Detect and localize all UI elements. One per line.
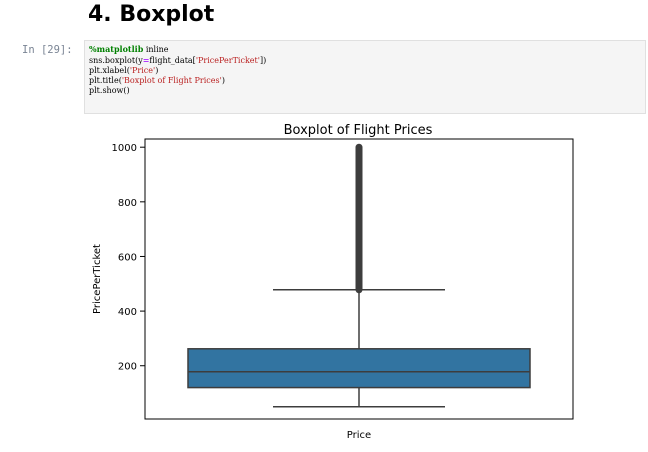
code-string: 'PricePerTicket' bbox=[195, 56, 260, 65]
code-line-5: plt.show() bbox=[89, 86, 641, 96]
y-axis-label: PricePerTicket bbox=[92, 244, 103, 314]
code-text: plt.show() bbox=[89, 86, 130, 95]
code-string: 'Price' bbox=[129, 66, 156, 75]
code-text: flight_data[ bbox=[149, 56, 196, 65]
box-group bbox=[187, 143, 531, 408]
code-text: plt.xlabel( bbox=[89, 66, 130, 75]
code-magic: %matplotlib bbox=[89, 44, 144, 54]
chart-title: Boxplot of Flight Prices bbox=[284, 123, 433, 138]
code-line-3: plt.xlabel('Price') bbox=[89, 66, 641, 76]
code-string: 'Boxplot of Flight Prices' bbox=[121, 76, 222, 85]
section-heading: 4. Boxplot bbox=[88, 2, 215, 27]
x-axis-label: Price bbox=[347, 430, 371, 441]
code-operator: = bbox=[142, 55, 150, 65]
code-text: ) bbox=[221, 76, 225, 85]
code-text: ]) bbox=[259, 56, 267, 65]
code-line-1: %matplotlib inline bbox=[89, 44, 641, 55]
code-text: sns.boxplot( bbox=[89, 56, 139, 65]
plot-frame bbox=[144, 138, 574, 420]
y-tick-label: 1000 bbox=[112, 143, 137, 154]
y-tick-label: 600 bbox=[118, 252, 137, 263]
y-axis-ticks: 200 400 600 800 1000 bbox=[112, 143, 145, 373]
code-text: inline bbox=[143, 45, 169, 54]
code-line-2: sns.boxplot(y=flight_data['PricePerTicke… bbox=[89, 55, 641, 66]
y-tick-label: 200 bbox=[118, 362, 137, 373]
code-line-4: plt.title('Boxplot of Flight Prices') bbox=[89, 76, 641, 86]
code-editor[interactable]: %matplotlib inline sns.boxplot(y=flight_… bbox=[84, 40, 646, 114]
code-text: plt.title( bbox=[89, 76, 122, 85]
iqr-box bbox=[187, 348, 531, 389]
code-cell[interactable]: In [29]: %matplotlib inline sns.boxplot(… bbox=[0, 40, 648, 116]
y-tick-label: 400 bbox=[118, 307, 137, 318]
y-tick-label: 800 bbox=[118, 198, 137, 209]
cell-prompt: In [29]: bbox=[22, 44, 73, 56]
code-text: y bbox=[138, 56, 143, 65]
code-text: ) bbox=[155, 66, 159, 75]
